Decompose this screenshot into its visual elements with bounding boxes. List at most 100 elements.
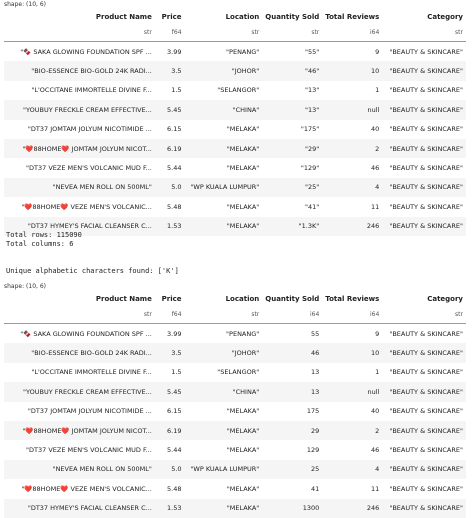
col-header-product-name: Product Name <box>95 13 152 21</box>
table-row: "YOUBUY FRECKLE CREAM EFFECTIVE... 5.45 "C… <box>4 100 466 120</box>
cell-price: 5.44 <box>167 164 182 173</box>
cell-price: 5.44 <box>167 446 182 455</box>
cell-category: "BEAUTY & SKINCARE" <box>389 484 463 493</box>
cell-category: "BEAUTY & SKINCARE" <box>389 164 463 173</box>
table1-shape-label: shape: (10, 6) <box>4 1 46 8</box>
cell-price: 6.15 <box>167 407 182 416</box>
table-row: "DT37 VEZE MEN'S VOLCANIC MUD F... 5.44 "M… <box>4 158 466 177</box>
cell-price: 1.5 <box>171 368 182 377</box>
col-header-total-reviews: Total Reviews <box>325 295 380 303</box>
cell-product-name: "DT37 VEZE MEN'S VOLCANIC MUD F... <box>26 446 152 455</box>
cell-location: "SELANGOR" <box>217 86 260 95</box>
cell-category: "BEAUTY & SKINCARE" <box>389 202 463 211</box>
cell-quantity-sold: "25" <box>262 177 323 198</box>
dtype-quantity-sold: str <box>262 23 323 42</box>
table-row: "🍫 SAKA GLOWING FOUNDATION SPF ... 3.99 "P… <box>4 324 466 344</box>
dtype-product-name: str <box>4 23 155 42</box>
cell-category: "BEAUTY & SKINCARE" <box>382 420 466 441</box>
cell-quantity-sold: "41" <box>305 202 320 211</box>
table-row: "❤️88HOME❤️ JOMTAM JOLYUM NICOT... 6.19 "M… <box>4 138 466 159</box>
cell-quantity-sold: "129" <box>300 164 320 173</box>
dtype-category: str <box>382 305 466 324</box>
cell-product-name: "L'OCCITANE IMMORTELLE DIVINE F... <box>31 368 152 377</box>
cell-location: "WP KUALA LUMPUR" <box>184 177 263 198</box>
cell-location: "WP KUALA LUMPUR" <box>184 459 263 480</box>
cell-location: "MELAKA" <box>226 407 260 416</box>
col-header-category: Category <box>427 13 463 21</box>
cell-category: "BEAUTY & SKINCARE" <box>382 459 466 480</box>
cell-total-reviews: 1 <box>375 86 380 95</box>
cell-quantity-sold: 175 <box>306 407 320 416</box>
cell-product-name: "DT37 JOMTAM JOLYUM NICOTIMIDE ... <box>27 125 152 134</box>
dtype-total-reviews: i64 <box>322 23 383 42</box>
cell-product-name: "DT37 JOMTAM JOLYUM NICOTIMIDE ... <box>27 407 152 416</box>
console-output: Total rows: 115090 Total columns: 6 Uniq… <box>6 231 179 275</box>
table-row: "❤️88HOME❤️ JOMTAM JOLYUM NICOT... 6.19 "M… <box>4 420 466 441</box>
cell-price: 1.5 <box>171 86 182 95</box>
dataframe-table-1: Product Name Price Location Quantity Sol… <box>4 11 466 236</box>
cell-location: "PENANG" <box>226 329 260 338</box>
cell-quantity-sold: "13" <box>305 86 320 95</box>
cell-quantity-sold: 46 <box>262 343 323 363</box>
cell-total-reviews: 40 <box>371 407 380 416</box>
cell-category: "BEAUTY & SKINCARE" <box>382 382 466 402</box>
cell-location: "MELAKA" <box>184 216 263 236</box>
cell-category: "BEAUTY & SKINCARE" <box>382 216 466 236</box>
dtype-location: str <box>184 23 263 42</box>
col-header-price: Price <box>161 295 182 303</box>
cell-price: 1.53 <box>154 498 185 518</box>
cell-location: "CHINA" <box>184 100 263 120</box>
dataframe-table-2: Product Name Price Location Quantity Sol… <box>4 293 466 518</box>
cell-total-reviews: 9 <box>375 47 380 56</box>
cell-category: "BEAUTY & SKINCARE" <box>382 61 466 81</box>
cell-price: 6.15 <box>167 125 182 134</box>
cell-category: "BEAUTY & SKINCARE" <box>382 138 466 159</box>
cell-quantity-sold: 41 <box>310 484 320 493</box>
table-row: "BIO-ESSENCE BIO-GOLD 24K RADI... 3.5 "JOH… <box>4 61 466 81</box>
cell-price: 5.45 <box>154 100 185 120</box>
table-row: "YOUBUY FRECKLE CREAM EFFECTIVE... 5.45 "C… <box>4 382 466 402</box>
cell-category: "BEAUTY & SKINCARE" <box>382 498 466 518</box>
cell-quantity-sold: 13 <box>310 368 320 377</box>
cell-price: 3.5 <box>154 61 185 81</box>
cell-category: "BEAUTY & SKINCARE" <box>389 446 463 455</box>
cell-price: 5.48 <box>167 484 182 493</box>
cell-location: "MELAKA" <box>226 202 260 211</box>
cell-quantity-sold: "13" <box>262 100 323 120</box>
cell-product-name: "NEVEA MEN ROLL ON 500ML" <box>4 459 155 480</box>
cell-quantity-sold: "1.3K" <box>262 216 323 236</box>
cell-product-name: "🍫 SAKA GLOWING FOUNDATION SPF ... <box>20 47 152 56</box>
cell-product-name: "DT37 HYMEY'S FACIAL CLEANSER C... <box>4 498 155 518</box>
dtype-location: str <box>184 305 263 324</box>
cell-quantity-sold: "55" <box>305 47 320 56</box>
cell-location: "MELAKA" <box>184 138 263 159</box>
cell-total-reviews: 10 <box>322 343 383 363</box>
cell-price: 3.99 <box>167 329 182 338</box>
cell-total-reviews: 10 <box>322 61 383 81</box>
cell-location: "MELAKA" <box>226 164 260 173</box>
cell-price: 6.19 <box>154 420 185 441</box>
cell-quantity-sold: 129 <box>306 446 320 455</box>
cell-location: "MELAKA" <box>226 484 260 493</box>
cell-quantity-sold: "29" <box>262 138 323 159</box>
cell-quantity-sold: 1300 <box>262 498 323 518</box>
col-header-price: Price <box>161 13 182 21</box>
cell-total-reviews: 4 <box>322 177 383 198</box>
cell-quantity-sold: 13 <box>262 382 323 402</box>
cell-category: "BEAUTY & SKINCARE" <box>382 100 466 120</box>
dtype-product-name: str <box>4 305 155 324</box>
cell-product-name: "❤️88HOME❤️ VEZE MEN'S VOLCANIC... <box>21 484 152 493</box>
table-row: "🍫 SAKA GLOWING FOUNDATION SPF ... 3.99 "P… <box>4 42 466 62</box>
cell-product-name: "BIO-ESSENCE BIO-GOLD 24K RADI... <box>4 343 155 363</box>
cell-total-reviews: 4 <box>322 459 383 480</box>
col-header-quantity-sold: Quantity Sold <box>265 13 320 21</box>
cell-total-reviews: 2 <box>322 138 383 159</box>
cell-location: "MELAKA" <box>184 498 263 518</box>
cell-location: "PENANG" <box>226 47 260 56</box>
cell-product-name: "YOUBUY FRECKLE CREAM EFFECTIVE... <box>4 100 155 120</box>
cell-price: 6.19 <box>154 138 185 159</box>
dtype-price: f64 <box>154 305 185 324</box>
cell-category: "BEAUTY & SKINCARE" <box>389 47 463 56</box>
cell-product-name: "🍫 SAKA GLOWING FOUNDATION SPF ... <box>20 329 152 338</box>
cell-price: 5.48 <box>167 202 182 211</box>
